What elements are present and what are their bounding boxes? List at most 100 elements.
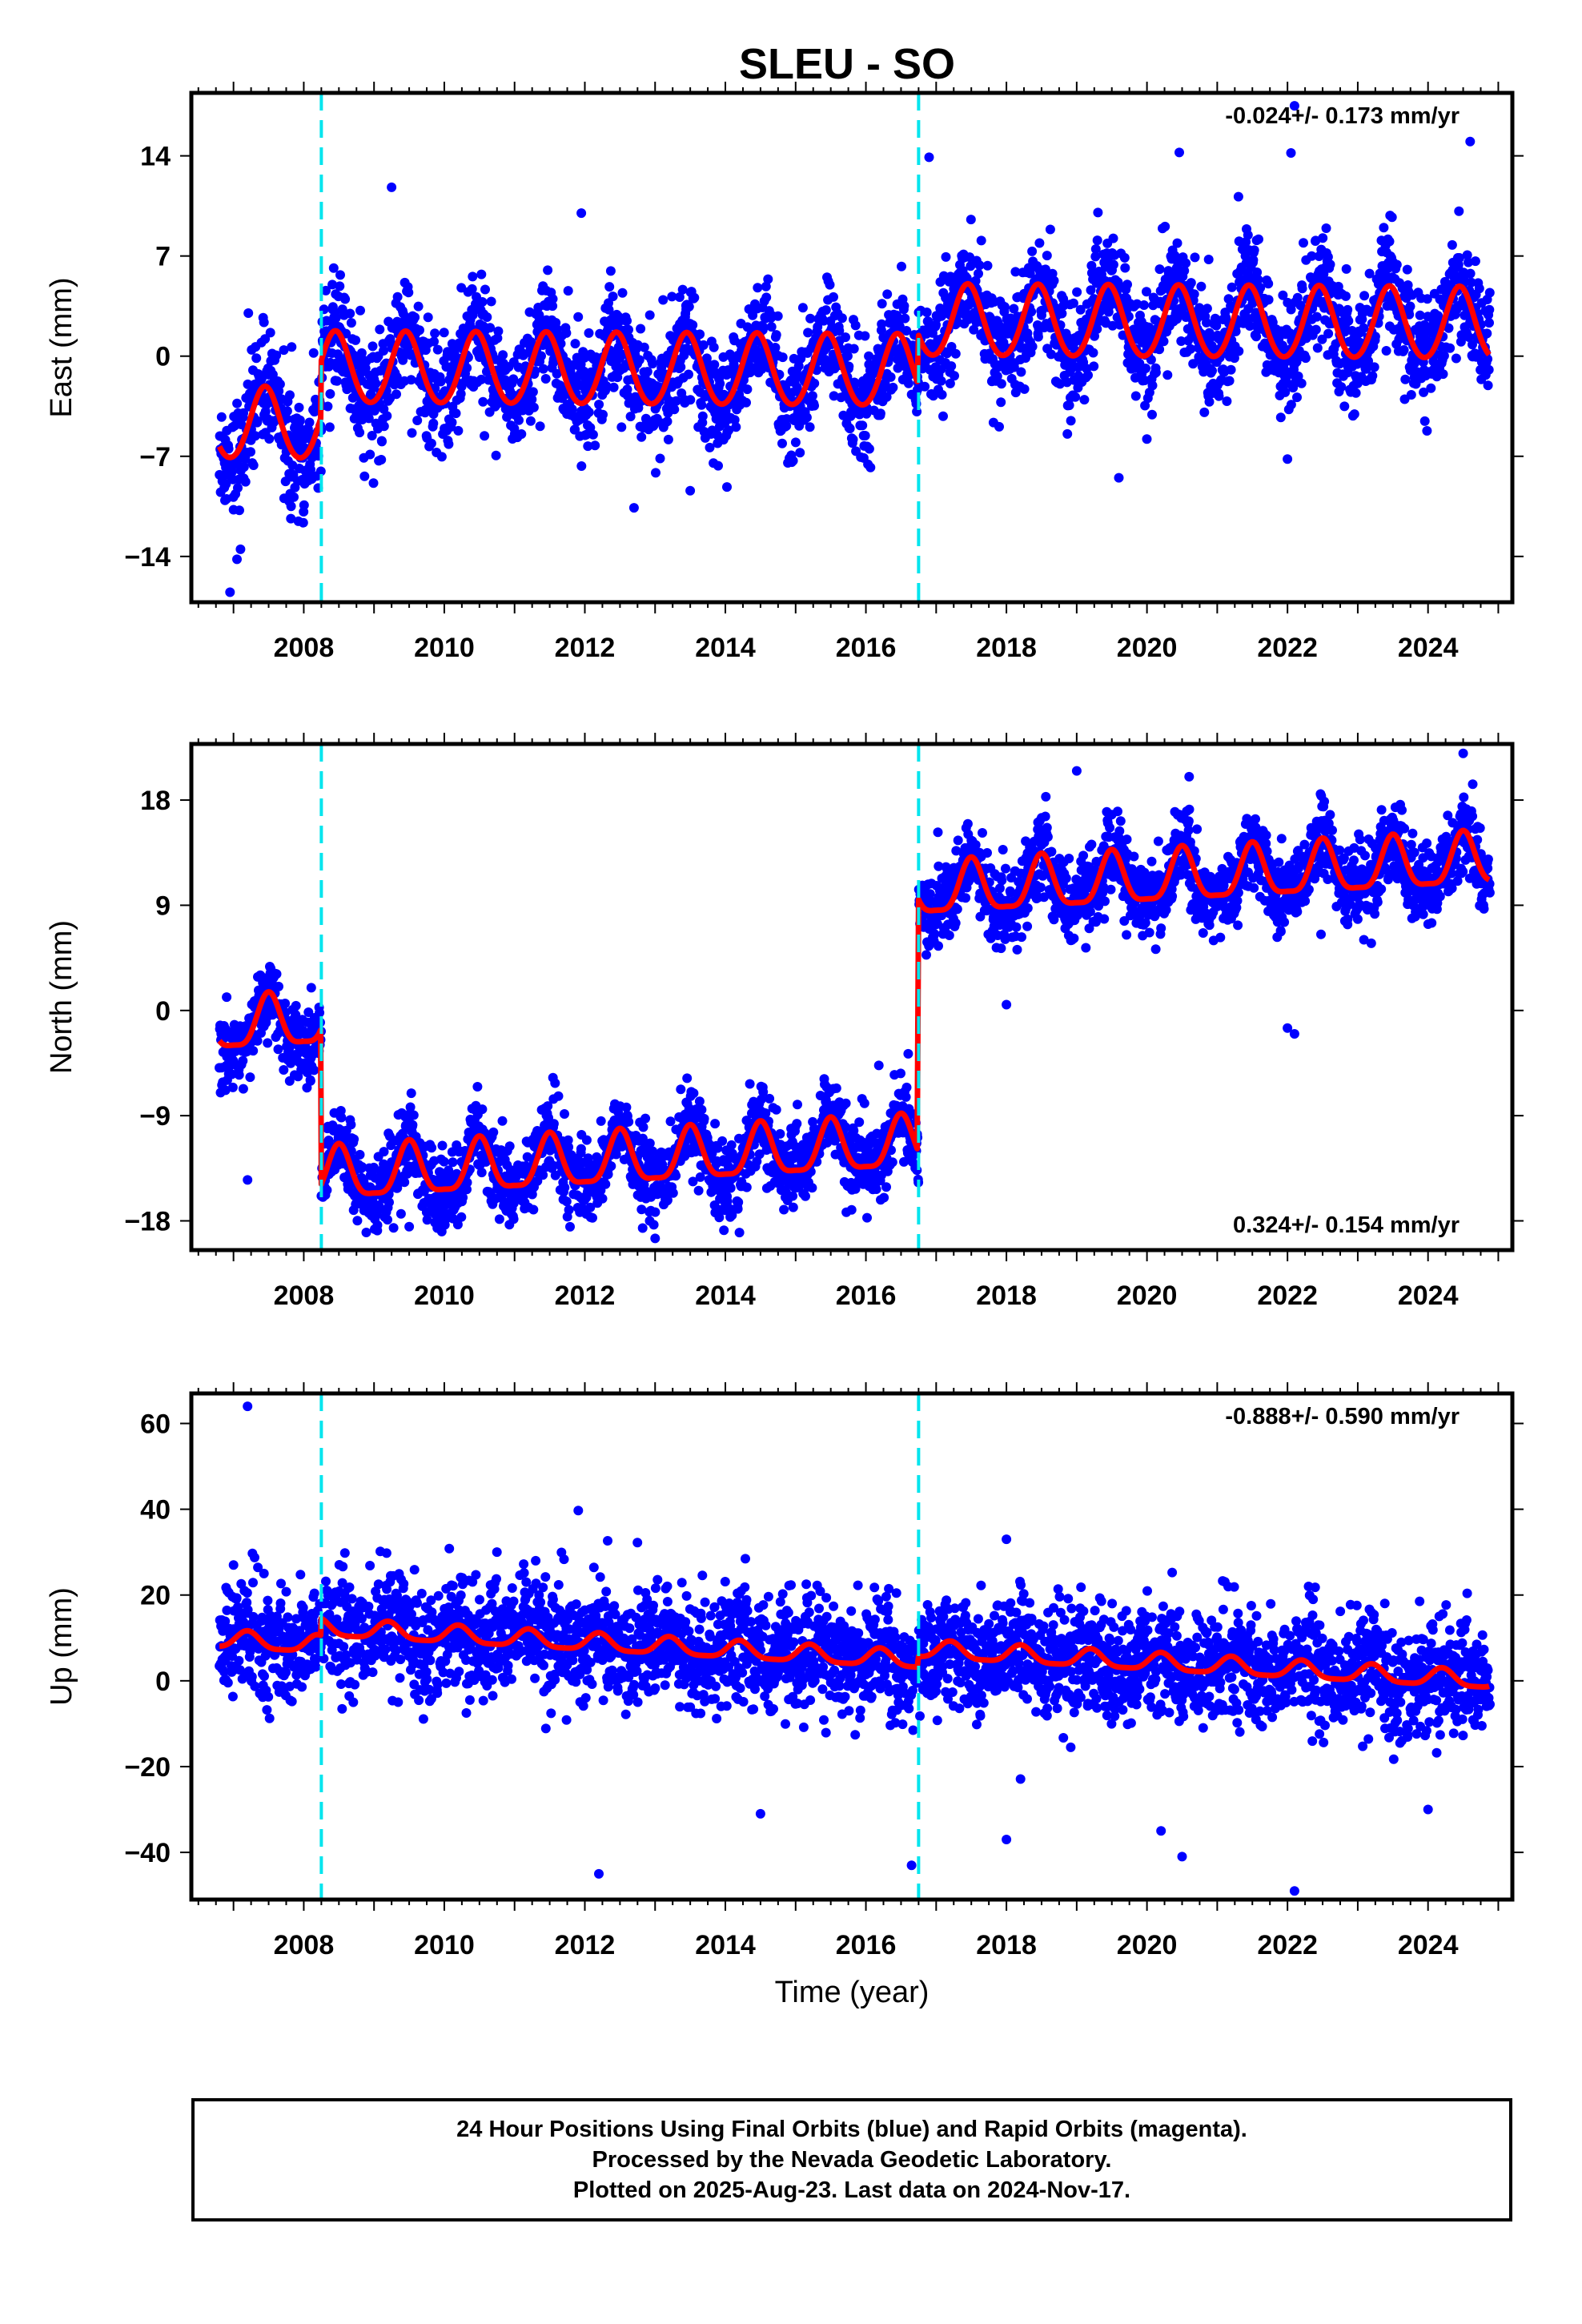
data-point: [248, 460, 259, 470]
outlier-point: [387, 182, 397, 192]
data-point: [688, 320, 698, 330]
data-point: [803, 328, 813, 338]
data-point: [761, 281, 771, 292]
data-point: [604, 282, 615, 292]
data-point: [235, 505, 244, 516]
data-point: [335, 270, 345, 280]
data-point: [346, 1120, 356, 1130]
data-point: [543, 265, 553, 275]
data-point: [480, 284, 490, 295]
data-point: [488, 1127, 499, 1137]
data-point: [1311, 324, 1321, 335]
data-point: [335, 281, 345, 292]
data-point: [250, 431, 260, 441]
outlier-point: [576, 208, 587, 219]
data-point: [601, 381, 612, 391]
data-point: [447, 417, 457, 428]
data-point: [516, 429, 527, 439]
data-point: [715, 379, 725, 388]
data-point: [423, 312, 433, 323]
data-point: [384, 1197, 394, 1208]
data-point: [844, 361, 854, 372]
data-point: [1465, 268, 1476, 279]
data-point: [849, 344, 859, 354]
data-point: [1090, 251, 1101, 262]
data-point: [945, 378, 955, 388]
data-point: [436, 376, 446, 387]
data-point: [709, 342, 719, 352]
data-point: [396, 1208, 406, 1219]
data-point: [849, 377, 860, 388]
data-point: [1027, 246, 1038, 256]
data-point: [1072, 287, 1082, 297]
data-point: [412, 416, 423, 425]
data-point: [383, 1215, 392, 1225]
data-point: [349, 1134, 359, 1144]
data-point: [1399, 345, 1409, 355]
x-tick-label: 2010: [414, 633, 475, 663]
data-point: [941, 251, 951, 262]
data-point: [428, 418, 439, 428]
data-point: [771, 330, 781, 340]
data-point: [1391, 259, 1402, 270]
data-point: [684, 301, 694, 312]
data-point: [667, 292, 677, 302]
data-point: [1104, 302, 1114, 312]
data-point: [781, 420, 792, 431]
data-point: [1154, 264, 1165, 275]
data-point: [468, 271, 478, 282]
data-point: [860, 431, 870, 440]
data-point: [1140, 400, 1150, 411]
data-point: [590, 440, 600, 451]
data-point: [1263, 279, 1274, 289]
data-point: [877, 319, 887, 329]
data-point: [477, 297, 488, 307]
data-point: [1447, 239, 1457, 250]
data-point: [1146, 355, 1156, 365]
data-point: [663, 434, 673, 444]
data-point: [1254, 234, 1263, 244]
data-point: [1079, 395, 1090, 405]
data-point: [842, 351, 853, 361]
data-point: [514, 415, 524, 425]
data-point: [427, 1143, 437, 1153]
data-point: [1484, 364, 1494, 375]
data-point: [251, 353, 262, 364]
data-point: [1233, 191, 1243, 202]
data-point: [1349, 409, 1359, 420]
data-point: [938, 411, 948, 421]
data-point: [538, 364, 548, 374]
data-point: [477, 1104, 488, 1115]
data-point: [404, 287, 414, 298]
data-point: [709, 360, 720, 370]
data-point: [789, 353, 799, 364]
outlier-point: [628, 503, 639, 513]
data-point: [336, 1112, 347, 1123]
x-tick-label: 2012: [555, 633, 616, 663]
data-point: [648, 1220, 659, 1230]
data-point: [273, 1044, 283, 1055]
data-point: [306, 983, 316, 993]
data-point: [239, 408, 249, 418]
data-point: [234, 1070, 244, 1080]
data-point: [1019, 384, 1030, 394]
data-point: [1406, 390, 1416, 400]
data-point: [408, 1120, 418, 1130]
data-point: [1454, 206, 1464, 216]
data-point: [600, 1179, 611, 1189]
data-point: [1120, 263, 1130, 273]
data-point: [437, 1140, 448, 1151]
data-point: [240, 476, 251, 487]
data-point: [695, 329, 705, 340]
data-point: [697, 400, 707, 410]
data-point: [315, 1007, 325, 1018]
data-point: [388, 1223, 399, 1233]
y-tick-label: 14: [140, 142, 171, 172]
data-point: [355, 428, 365, 438]
data-point: [355, 1149, 365, 1160]
data-point: [637, 1223, 648, 1233]
data-point: [548, 294, 558, 304]
data-point: [777, 352, 788, 363]
data-point: [391, 389, 401, 400]
